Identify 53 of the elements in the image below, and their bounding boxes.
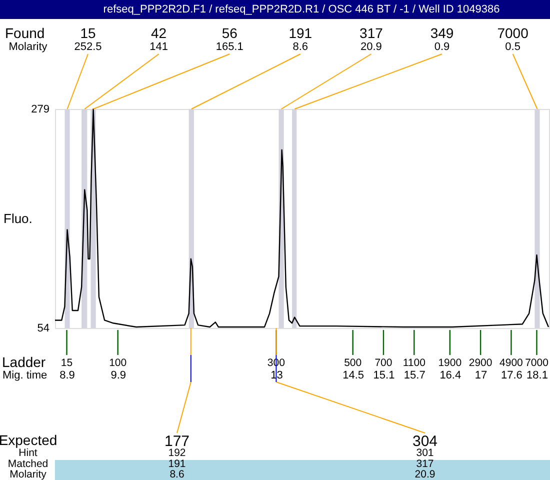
text: 100 — [109, 357, 127, 369]
x-tick-label: 15.7 — [404, 370, 426, 382]
x-tick-label: 16.4 — [440, 370, 462, 382]
x-tick-label: 15.1 — [373, 370, 395, 382]
x-tick-label: 18.1 — [526, 370, 548, 382]
x-tick-label: 17 — [474, 370, 488, 382]
text: 15 — [60, 357, 73, 369]
text: 301 — [416, 447, 434, 459]
text: 8.6 — [170, 468, 184, 480]
y-tick-label: 54 — [37, 322, 50, 334]
chart-title: refseq_PPP2R2D.F1 / refseq_PPP2R2D.R1 / OSC 446 BT / -1 / Well ID 1049386 — [103, 4, 500, 16]
x-tick-label: 8.9 — [60, 370, 75, 382]
y-tick-label: 279 — [31, 104, 50, 116]
text: 700 — [374, 357, 392, 369]
text: 1900 — [438, 357, 462, 369]
text: Ladder — [2, 354, 46, 370]
text: 317 — [416, 458, 434, 470]
text: Molarity — [10, 468, 48, 480]
annotation: 141 — [150, 41, 168, 53]
x-axis-title: Mig. time — [2, 370, 48, 382]
text: 192 — [168, 447, 186, 459]
band-label: 349 — [430, 25, 454, 41]
band-label: 42 — [151, 25, 167, 41]
annotation: 20.9 — [360, 41, 382, 53]
annotation: 177 — [164, 433, 190, 450]
band-label: 317 — [360, 25, 384, 41]
text: Hint — [18, 447, 38, 459]
x-tick-label: 14.5 — [342, 370, 364, 382]
text: 2900 — [468, 357, 492, 369]
band-label: 7000 — [497, 25, 529, 41]
band-label: 191 — [288, 25, 312, 41]
line-series — [54, 108, 550, 328]
text: 20.9 — [414, 468, 436, 480]
text: 191 — [168, 458, 186, 470]
annotation: 304 — [412, 433, 438, 450]
y-axis-title: Fluo. — [4, 211, 32, 226]
annotation: 8.6 — [292, 41, 308, 53]
text: 4900 — [500, 357, 524, 369]
annotation: 165.1 — [216, 41, 244, 53]
annotation: 252.5 — [74, 41, 102, 53]
text: 7000 — [525, 357, 549, 369]
annotation: 0.5 — [505, 41, 520, 53]
annotation: 0.9 — [434, 41, 450, 53]
x-tick-label: 17.6 — [500, 370, 522, 382]
text: Matched — [8, 458, 48, 470]
x-tick-label: 9.9 — [110, 370, 126, 382]
text: Molarity — [8, 41, 48, 53]
text: Expected — [0, 432, 58, 448]
text: Found — [5, 25, 45, 41]
text: 500 — [344, 357, 362, 369]
text: 1100 — [402, 357, 426, 369]
band-label: 15 — [80, 25, 96, 41]
band-label: 56 — [222, 25, 238, 41]
